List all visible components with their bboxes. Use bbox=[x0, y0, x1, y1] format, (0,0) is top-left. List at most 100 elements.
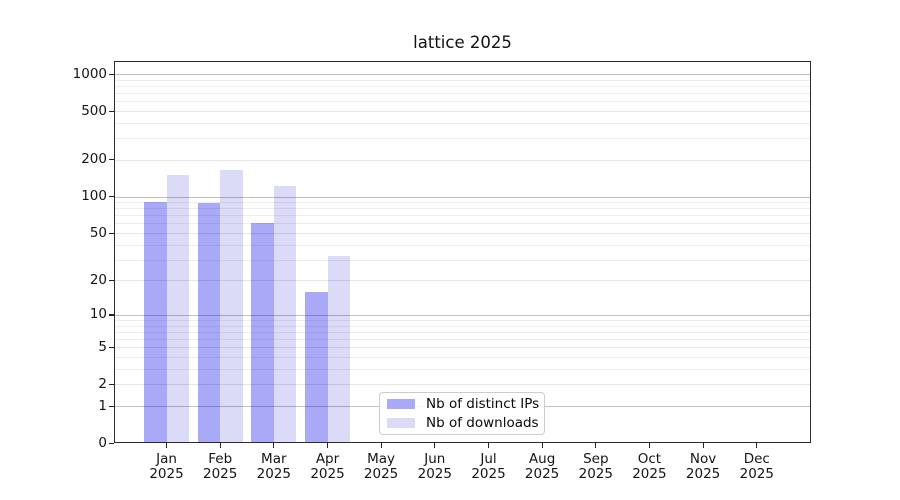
gridline-y-minor-9 bbox=[115, 320, 810, 321]
x-tick-label-month: Jul bbox=[480, 451, 497, 467]
bar-downloads-feb bbox=[220, 170, 243, 442]
x-tick-label-year: 2025 bbox=[685, 465, 721, 482]
y-tick-label-500: 500 bbox=[81, 102, 107, 119]
y-tick-mark-100 bbox=[109, 196, 114, 198]
x-tick-label-month: May bbox=[367, 451, 396, 467]
y-tick-label-20: 20 bbox=[89, 271, 107, 288]
gridline-y-minor-6 bbox=[115, 339, 810, 341]
x-tick-label-may: May 2025 bbox=[353, 452, 409, 481]
bar-distinct-ips-mar bbox=[251, 223, 274, 442]
y-tick-label-0: 0 bbox=[98, 434, 107, 451]
gridline-y-minor-600 bbox=[115, 101, 810, 103]
gridline-y-2 bbox=[115, 384, 810, 386]
x-tick-label-year: 2025 bbox=[310, 465, 345, 482]
y-tick-mark-10 bbox=[109, 314, 114, 316]
gridline-y-minor-400 bbox=[115, 122, 810, 124]
gridline-y-minor-700 bbox=[115, 93, 810, 94]
gridline-y-minor-40 bbox=[115, 244, 810, 246]
x-tick-mark-jan bbox=[166, 443, 168, 448]
bar-distinct-ips-apr bbox=[305, 291, 328, 442]
gridline-y-minor-60 bbox=[115, 223, 810, 225]
gridline-y-minor-800 bbox=[115, 85, 810, 87]
gridline-y-minor-80 bbox=[115, 208, 810, 210]
x-tick-label-mar: Mar 2025 bbox=[246, 452, 302, 481]
x-tick-label-month: Jun bbox=[424, 451, 446, 467]
legend: Nb of distinct IPs Nb of downloads bbox=[379, 392, 545, 435]
x-tick-mark-oct bbox=[648, 443, 651, 448]
y-tick-label-2: 2 bbox=[98, 375, 107, 392]
gridline-y-minor-70 bbox=[115, 215, 810, 217]
y-tick-mark-5 bbox=[109, 346, 114, 348]
gridline-y-20 bbox=[115, 280, 810, 282]
x-tick-label-jan: Jan 2025 bbox=[139, 452, 195, 481]
y-tick-label-50: 50 bbox=[89, 224, 107, 241]
legend-swatch-downloads bbox=[387, 417, 415, 428]
gridline-y-50 bbox=[115, 233, 810, 234]
x-tick-label-sep: Sep 2025 bbox=[568, 452, 624, 481]
gridline-y-100 bbox=[115, 196, 810, 198]
x-tick-label-year: 2025 bbox=[149, 465, 184, 482]
x-tick-label-aug: Aug 2025 bbox=[514, 452, 570, 481]
gridline-y-minor-30 bbox=[115, 259, 810, 261]
x-tick-mark-nov bbox=[702, 443, 704, 448]
x-tick-label-month: Aug bbox=[528, 451, 556, 467]
x-tick-mark-aug bbox=[541, 443, 543, 448]
x-tick-mark-jun bbox=[434, 443, 436, 448]
x-tick-mark-apr bbox=[327, 443, 329, 448]
gridline-y-minor-300 bbox=[115, 138, 810, 140]
bar-distinct-ips-jan bbox=[144, 202, 167, 442]
x-tick-label-oct: Oct 2025 bbox=[621, 452, 677, 481]
x-tick-label-month: Nov bbox=[689, 451, 717, 467]
x-tick-label-month: Dec bbox=[743, 451, 770, 467]
y-tick-mark-1 bbox=[109, 405, 114, 407]
x-tick-label-month: Jan bbox=[156, 451, 177, 467]
y-tick-mark-50 bbox=[109, 232, 114, 234]
x-tick-label-year: 2025 bbox=[471, 465, 506, 482]
x-tick-label-month: Feb bbox=[208, 451, 233, 467]
gridline-y-500 bbox=[115, 111, 810, 112]
gridline-y-1000 bbox=[115, 74, 810, 75]
x-tick-label-year: 2025 bbox=[739, 465, 774, 482]
y-tick-mark-0 bbox=[109, 442, 114, 444]
y-tick-label-200: 200 bbox=[81, 151, 107, 168]
x-tick-label-month: Sep bbox=[583, 451, 609, 467]
y-tick-mark-500 bbox=[109, 110, 114, 112]
x-tick-label-month: Mar bbox=[261, 451, 287, 467]
gridline-y-minor-90 bbox=[115, 202, 810, 204]
x-tick-label-nov: Nov 2025 bbox=[675, 452, 731, 481]
y-tick-mark-20 bbox=[109, 279, 114, 282]
x-tick-label-dec: Dec 2025 bbox=[729, 452, 785, 481]
y-tick-label-100: 100 bbox=[81, 188, 107, 204]
gridline-y-minor-3 bbox=[115, 369, 810, 370]
y-tick-mark-200 bbox=[109, 159, 114, 161]
x-tick-label-month: Oct bbox=[637, 451, 662, 467]
bar-downloads-mar bbox=[273, 186, 297, 442]
x-tick-mark-may bbox=[380, 443, 382, 448]
x-tick-label-feb: Feb 2025 bbox=[192, 452, 248, 481]
legend-item-downloads: Nb of downloads bbox=[387, 415, 539, 431]
bar-distinct-ips-feb bbox=[197, 203, 221, 442]
chart-title: lattice 2025 bbox=[413, 33, 512, 52]
gridline-y-10 bbox=[115, 314, 810, 316]
x-tick-mark-sep bbox=[595, 443, 597, 448]
x-tick-label-month: Apr bbox=[315, 451, 340, 467]
x-tick-label-jul: Jul 2025 bbox=[461, 452, 517, 481]
bar-downloads-jan bbox=[166, 175, 189, 442]
y-tick-label-5: 5 bbox=[98, 338, 107, 355]
gridline-y-200 bbox=[115, 159, 810, 161]
x-tick-label-year: 2025 bbox=[203, 465, 238, 482]
legend-item-distinct-ips: Nb of distinct IPs bbox=[387, 396, 540, 413]
x-tick-label-apr: Apr 2025 bbox=[300, 452, 356, 481]
gridline-y-5 bbox=[115, 347, 810, 349]
gridline-y-minor-4 bbox=[115, 357, 810, 358]
gridline-y-minor-900 bbox=[115, 79, 810, 81]
y-tick-mark-2 bbox=[109, 383, 114, 385]
x-tick-label-year: 2025 bbox=[417, 465, 452, 482]
y-tick-label-10: 10 bbox=[89, 306, 107, 323]
bar-downloads-apr bbox=[327, 256, 350, 442]
x-tick-mark-jul bbox=[488, 443, 490, 448]
legend-label-distinct-ips: Nb of distinct IPs bbox=[426, 396, 540, 413]
y-tick-label-1000: 1000 bbox=[72, 65, 107, 82]
x-tick-label-year: 2025 bbox=[256, 465, 291, 482]
